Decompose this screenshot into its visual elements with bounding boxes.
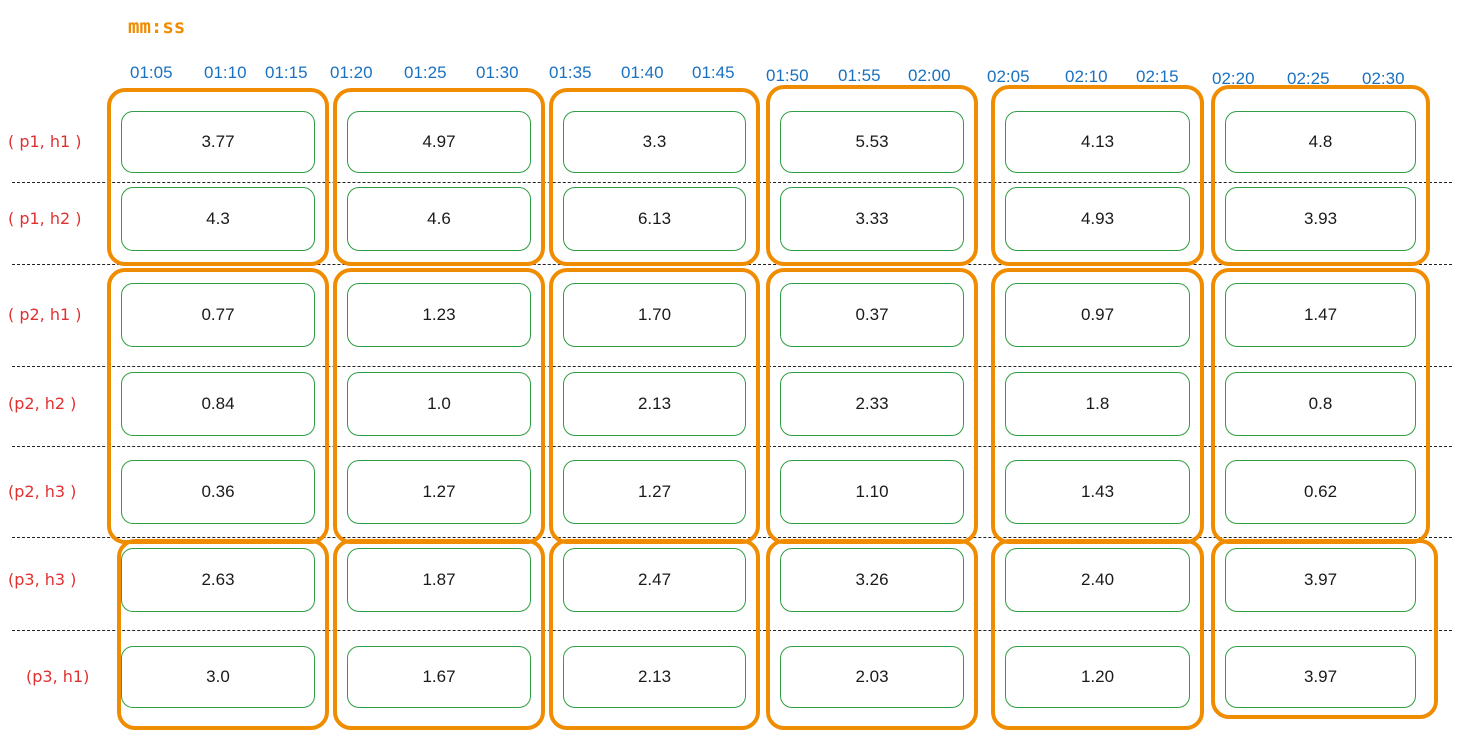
row-separator [12,537,1452,538]
value-cell: 1.0 [347,372,531,436]
value-cell: 3.26 [780,548,964,612]
time-tick: 01:50 [766,66,809,85]
value-cell: 0.62 [1225,460,1416,524]
value-cell: 4.97 [347,111,531,173]
row-label: (p3, h3 ) [8,570,77,589]
value-cell: 1.23 [347,283,531,347]
time-tick: 01:40 [621,63,664,82]
row-label: (p2, h2 ) [8,394,77,413]
value-cell: 1.10 [780,460,964,524]
interval-group [1211,539,1438,719]
value-cell: 2.40 [1005,548,1190,612]
time-tick: 01:30 [476,63,519,82]
value-cell: 3.97 [1225,548,1416,612]
value-cell: 2.03 [780,646,964,708]
value-cell: 1.87 [347,548,531,612]
row-label: (p2, h3 ) [8,482,77,501]
time-tick: 01:35 [549,63,592,82]
time-tick: 01:25 [404,63,447,82]
value-cell: 1.20 [1005,646,1190,708]
value-cell: 2.47 [563,548,746,612]
value-cell: 2.13 [563,372,746,436]
time-tick: 01:20 [330,63,373,82]
interval-group [766,539,978,730]
value-cell: 0.84 [121,372,315,436]
time-tick: 02:25 [1287,69,1330,88]
time-tick: 02:30 [1362,69,1405,88]
interval-group [549,88,760,266]
value-cell: 1.67 [347,646,531,708]
value-cell: 0.37 [780,283,964,347]
row-separator [12,446,1452,447]
value-cell: 6.13 [563,187,746,251]
time-tick: 02:05 [987,67,1030,86]
interval-group [991,539,1204,730]
value-cell: 1.27 [347,460,531,524]
row-separator [12,630,1452,631]
value-cell: 0.97 [1005,283,1190,347]
row-label: ( p1, h2 ) [8,209,82,228]
value-cell: 0.36 [121,460,315,524]
value-cell: 3.33 [780,187,964,251]
time-tick: 02:20 [1212,69,1255,88]
row-label: (p3, h1) [26,667,90,686]
time-tick: 01:05 [130,63,173,82]
value-cell: 5.53 [780,111,964,173]
time-tick: 01:10 [204,63,247,82]
value-cell: 4.93 [1005,187,1190,251]
time-tick: 02:00 [908,66,951,85]
value-cell: 2.13 [563,646,746,708]
row-separator [12,366,1452,367]
time-tick: 02:15 [1136,67,1179,86]
row-label: ( p2, h1 ) [8,305,82,324]
interval-group [107,88,329,266]
value-cell: 1.43 [1005,460,1190,524]
value-cell: 2.33 [780,372,964,436]
value-cell: 3.77 [121,111,315,173]
interval-group [766,85,978,266]
time-tick: 01:55 [838,66,881,85]
interval-group [991,85,1204,266]
interval-group [333,88,545,266]
value-cell: 4.13 [1005,111,1190,173]
time-tick: 01:15 [265,63,308,82]
value-cell: 4.6 [347,187,531,251]
value-cell: 3.97 [1225,646,1416,708]
value-cell: 1.70 [563,283,746,347]
value-cell: 1.8 [1005,372,1190,436]
interval-group [1211,85,1430,266]
interval-group [333,539,545,730]
value-cell: 0.8 [1225,372,1416,436]
time-format-title: mm:ss [128,16,186,38]
time-tick: 01:45 [692,63,735,82]
value-cell: 0.77 [121,283,315,347]
value-cell: 2.63 [121,548,315,612]
row-separator [12,182,1452,183]
value-cell: 4.3 [121,187,315,251]
interval-group [117,539,329,730]
value-cell: 4.8 [1225,111,1416,173]
interval-group [549,539,760,730]
time-tick: 02:10 [1065,67,1108,86]
row-label: ( p1, h1 ) [8,132,82,151]
value-cell: 3.0 [121,646,315,708]
value-cell: 3.93 [1225,187,1416,251]
value-cell: 3.3 [563,111,746,173]
value-cell: 1.47 [1225,283,1416,347]
value-cell: 1.27 [563,460,746,524]
